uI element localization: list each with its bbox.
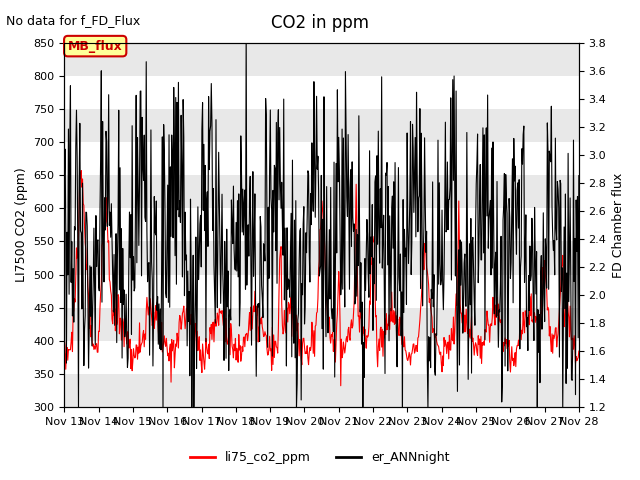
Text: MB_flux: MB_flux bbox=[68, 40, 123, 53]
Y-axis label: FD Chamber flux: FD Chamber flux bbox=[612, 172, 625, 277]
Bar bbox=[65, 241, 579, 275]
Legend: li75_co2_ppm, er_ANNnight: li75_co2_ppm, er_ANNnight bbox=[186, 446, 454, 469]
Y-axis label: LI7500 CO2 (ppm): LI7500 CO2 (ppm) bbox=[15, 168, 28, 282]
Bar bbox=[65, 175, 579, 208]
Text: CO2 in ppm: CO2 in ppm bbox=[271, 14, 369, 33]
Text: No data for f_FD_Flux: No data for f_FD_Flux bbox=[6, 14, 141, 27]
Bar bbox=[65, 43, 579, 76]
Bar bbox=[65, 109, 579, 142]
Bar bbox=[65, 308, 579, 341]
Bar bbox=[65, 374, 579, 407]
